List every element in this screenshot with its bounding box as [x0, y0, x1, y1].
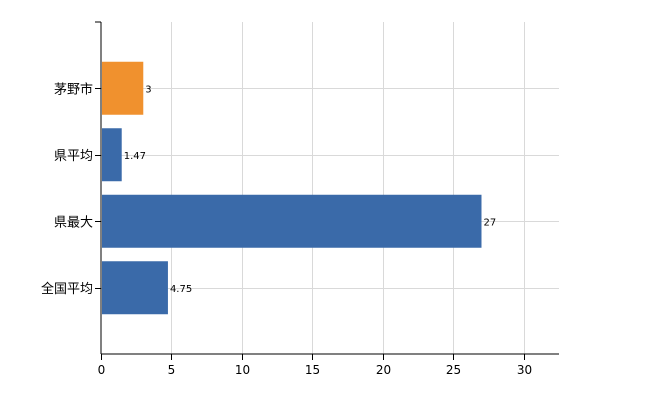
- category-label: 県平均: [54, 149, 93, 164]
- axes: [95, 21, 559, 355]
- bar: [102, 128, 122, 182]
- bar: [102, 61, 144, 115]
- bar-value-label: 27: [483, 217, 496, 228]
- x-tick-label: 30: [517, 363, 532, 377]
- grid-lines: [101, 22, 559, 354]
- x-tick-label: 0: [98, 363, 106, 377]
- category-label: 茅野市: [54, 81, 93, 97]
- x-tick-label: 5: [168, 363, 176, 377]
- x-tick-label: 10: [235, 363, 250, 377]
- bar: [102, 194, 482, 248]
- category-label: 県最大: [54, 215, 93, 230]
- bar: [102, 261, 168, 315]
- bars: [102, 61, 482, 315]
- bar-value-label: 1.47: [124, 151, 146, 162]
- labels: 0 5 10 15 20 25 30 茅野市 3 県平均 1.47 県最大 27 全国平均 4.75: [41, 81, 532, 377]
- bar-value-label: 4.75: [170, 284, 192, 295]
- category-label: 全国平均: [41, 281, 93, 297]
- x-tick-label: 25: [446, 363, 461, 377]
- x-tick-label: 20: [376, 363, 391, 377]
- bar-value-label: 3: [145, 84, 151, 95]
- x-tick-label: 15: [305, 363, 320, 377]
